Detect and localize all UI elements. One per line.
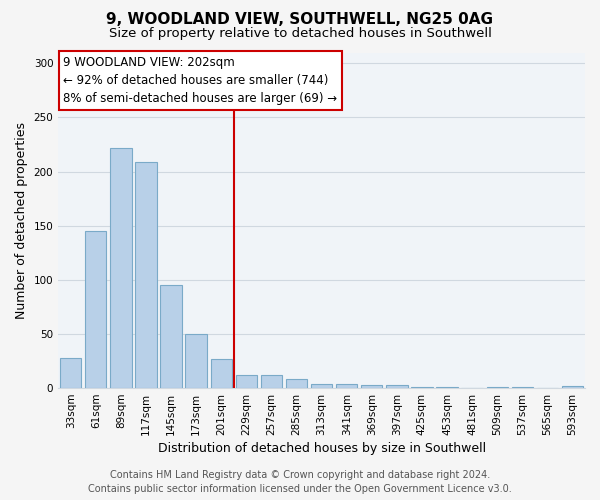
Bar — [136, 162, 157, 388]
Text: Contains HM Land Registry data © Crown copyright and database right 2024.
Contai: Contains HM Land Registry data © Crown c… — [88, 470, 512, 494]
Text: Size of property relative to detached houses in Southwell: Size of property relative to detached ho… — [109, 28, 491, 40]
Bar — [110, 148, 131, 388]
Bar — [411, 387, 433, 388]
X-axis label: Distribution of detached houses by size in Southwell: Distribution of detached houses by size … — [158, 442, 485, 455]
Bar — [85, 231, 106, 388]
Bar — [512, 387, 533, 388]
Text: 9, WOODLAND VIEW, SOUTHWELL, NG25 0AG: 9, WOODLAND VIEW, SOUTHWELL, NG25 0AG — [107, 12, 493, 28]
Y-axis label: Number of detached properties: Number of detached properties — [15, 122, 28, 319]
Bar — [160, 285, 182, 388]
Bar — [60, 358, 82, 388]
Bar — [361, 385, 382, 388]
Bar — [236, 375, 257, 388]
Bar — [261, 375, 282, 388]
Bar — [562, 386, 583, 388]
Bar — [487, 387, 508, 388]
Bar — [336, 384, 358, 388]
Bar — [286, 380, 307, 388]
Text: 9 WOODLAND VIEW: 202sqm
← 92% of detached houses are smaller (744)
8% of semi-de: 9 WOODLAND VIEW: 202sqm ← 92% of detache… — [64, 56, 338, 105]
Bar — [211, 359, 232, 388]
Bar — [436, 387, 458, 388]
Bar — [185, 334, 207, 388]
Bar — [386, 385, 407, 388]
Bar — [311, 384, 332, 388]
